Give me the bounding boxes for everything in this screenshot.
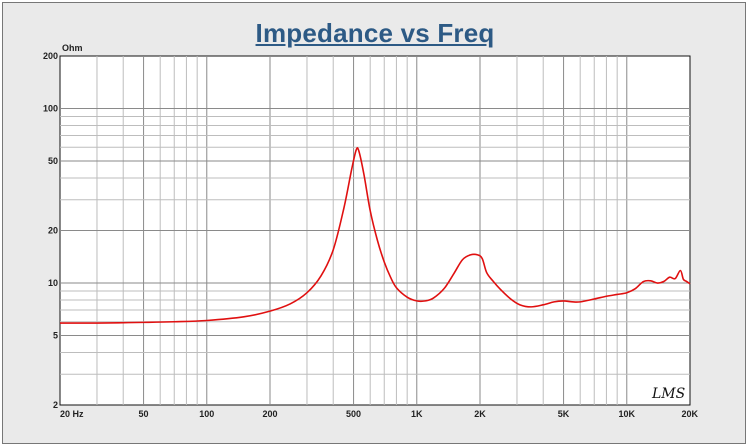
lms-watermark: LMS [651, 386, 685, 402]
y-tick-label: 200 [43, 51, 58, 61]
chart-title: Impedance vs Freq [255, 18, 495, 48]
x-tick-label: 50 [139, 409, 149, 419]
x-tick-label: 10K [619, 409, 636, 419]
x-tick-labels: 20 Hz 50 100 200 500 1K 2K 5K 10K 20K [60, 409, 698, 419]
x-tick-label: 200 [262, 409, 277, 419]
y-tick-labels: 2 5 10 20 50 100 200 [43, 51, 58, 410]
y-tick-label: 50 [48, 156, 58, 166]
y-tick-label: 20 [48, 226, 58, 236]
x-tick-label: 20K [681, 409, 698, 419]
x-tick-label: 1K [411, 409, 423, 419]
y-tick-label: 100 [43, 104, 58, 114]
y-axis-unit: Ohm [62, 43, 83, 53]
x-tick-label: 20 Hz [60, 409, 84, 419]
x-tick-label: 5K [558, 409, 570, 419]
y-tick-label: 10 [48, 278, 58, 288]
x-tick-label: 500 [346, 409, 361, 419]
y-tick-label: 5 [53, 331, 58, 341]
series-layer [59, 147, 691, 324]
impedance-curve [59, 147, 691, 324]
x-tick-label: 2K [474, 409, 486, 419]
x-tick-label: 100 [199, 409, 214, 419]
y-tick-label: 2 [53, 400, 58, 410]
